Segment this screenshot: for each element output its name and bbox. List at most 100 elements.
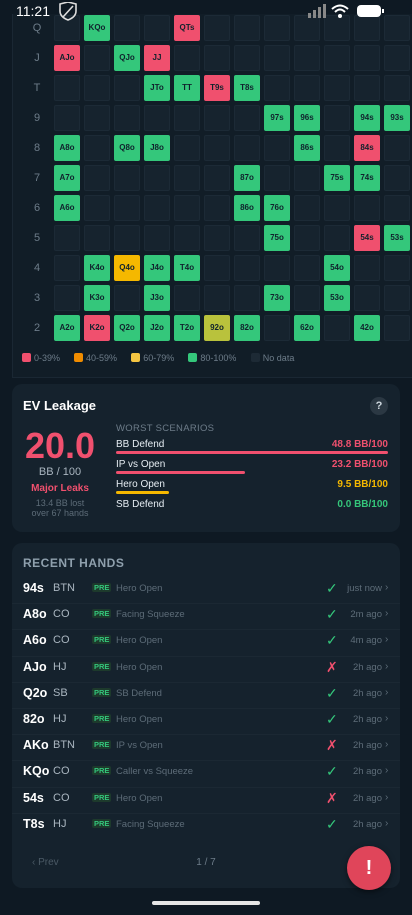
empty-cell — [174, 165, 200, 191]
hand-row[interactable] — [12, 629, 400, 654]
hand-row[interactable] — [12, 681, 400, 707]
hand-cell[interactable]: 76o — [264, 195, 290, 221]
hand-cell[interactable]: 94s — [354, 105, 380, 131]
hand-cell[interactable]: JTo — [144, 75, 170, 101]
hand-cell[interactable]: 86o — [234, 195, 260, 221]
hand-cell[interactable]: 87o — [234, 165, 260, 191]
empty-cell — [354, 15, 380, 41]
chevron: › — [385, 582, 389, 593]
empty-cell — [264, 75, 290, 101]
hand-cell[interactable]: T8s — [234, 75, 260, 101]
hand-cell[interactable]: AJo — [54, 45, 80, 71]
street-badge: PRE — [92, 766, 112, 776]
hand-cell[interactable]: 92o — [204, 315, 230, 341]
empty-cell — [174, 285, 200, 311]
hand-cell[interactable]: T9s — [204, 75, 230, 101]
hand-cell[interactable]: Q2o — [114, 315, 140, 341]
hand-cell[interactable]: A7o — [54, 165, 80, 191]
hand-cell[interactable]: 42o — [354, 315, 380, 341]
hand-cell[interactable]: A8o — [54, 135, 80, 161]
hand-cell[interactable]: 53s — [384, 225, 410, 251]
hand-cell[interactable]: JJ — [144, 45, 170, 71]
hand-cell[interactable]: A6o — [54, 195, 80, 221]
hand-cell[interactable]: Q8o — [114, 135, 140, 161]
chevron: › — [385, 817, 389, 829]
hand-row[interactable] — [12, 655, 400, 681]
scenario: Facing Squeeze — [116, 609, 185, 621]
empty-cell — [54, 255, 80, 281]
hand-cell[interactable]: T4o — [174, 255, 200, 281]
hand-cell[interactable]: K3o — [84, 285, 110, 311]
hand-cell[interactable]: J3o — [144, 285, 170, 311]
hand-cell[interactable]: 54o — [324, 255, 350, 281]
hand-cell[interactable]: A2o — [54, 315, 80, 341]
hand-cell[interactable]: K2o — [84, 315, 110, 341]
hand-row[interactable] — [12, 708, 400, 733]
hand-cell[interactable]: 75o — [264, 225, 290, 251]
empty-cell — [294, 285, 320, 311]
hand-cell[interactable]: 86s — [294, 135, 320, 161]
hand-cell[interactable]: 82o — [234, 315, 260, 341]
hand-cell[interactable]: 54s — [354, 225, 380, 251]
empty-cell — [234, 285, 260, 311]
hand-cell[interactable]: 97s — [264, 105, 290, 131]
row-label: 3 — [33, 292, 41, 304]
hand-cell[interactable]: 53o — [324, 285, 350, 311]
street-badge: PRE — [92, 714, 112, 723]
hand-cell[interactable]: TT — [174, 75, 200, 101]
hand-cell[interactable]: QJo — [114, 45, 140, 71]
legend-swatch — [74, 353, 83, 362]
scenario-value: 48.8 BB/100 — [331, 439, 388, 450]
legend-label: 80-100% — [200, 353, 237, 363]
prev[interactable]: ‹ Prev — [32, 857, 59, 868]
position: BTN — [53, 739, 75, 752]
hand-row[interactable] — [12, 812, 400, 838]
empty-cell — [114, 165, 140, 191]
legend-swatch — [131, 353, 141, 362]
empty-cell — [294, 255, 320, 281]
hand-cell[interactable]: J2o — [144, 315, 170, 341]
hand-cell[interactable]: K4o — [84, 255, 110, 281]
ev-title: EV Leakage — [23, 398, 96, 413]
empty-cell — [174, 105, 200, 131]
hand-cell[interactable]: 96s — [294, 105, 320, 131]
empty-cell — [384, 45, 410, 71]
position: CO — [53, 608, 70, 621]
hand-cell[interactable]: 73o — [264, 285, 290, 311]
hand-cell[interactable]: 75s — [324, 165, 350, 191]
help-button[interactable]: ? — [370, 397, 388, 415]
chevron: › — [385, 608, 389, 620]
hand-row[interactable] — [12, 760, 400, 785]
empty-cell — [384, 75, 410, 101]
hand-cell[interactable]: 84s — [354, 135, 380, 161]
hand-cell[interactable]: J4o — [144, 255, 170, 281]
street-badge: PRE — [92, 818, 112, 828]
hand-row[interactable] — [12, 734, 400, 759]
hand-cell[interactable]: Q4o — [114, 255, 140, 281]
scenarios-title: WORST SCENARIOS — [116, 423, 215, 434]
hand-cell[interactable]: QTs — [174, 15, 200, 41]
home-indicator — [152, 901, 260, 905]
hand-cell[interactable]: 74s — [354, 165, 380, 191]
scenario-value: 9.5 BB/100 — [337, 479, 388, 490]
hand-cell[interactable]: J8o — [144, 135, 170, 161]
hand-row[interactable] — [12, 603, 400, 628]
legend-swatch — [250, 353, 260, 362]
hand-row[interactable] — [12, 786, 400, 812]
result: ✓ — [326, 711, 338, 727]
empty-cell — [84, 195, 110, 221]
empty-cell — [384, 15, 410, 41]
scenario: SB Defend — [116, 687, 162, 699]
empty-cell — [294, 225, 320, 251]
empty-cell — [234, 255, 260, 281]
legend-label: 40-59% — [86, 353, 118, 363]
hand-cell[interactable]: 62o — [294, 315, 320, 341]
fab[interactable]: ! — [347, 846, 391, 890]
hand-cell[interactable]: T2o — [174, 315, 200, 341]
hand-cell[interactable]: KQo — [84, 15, 110, 41]
hand: A6o — [23, 633, 47, 648]
legend-label: No data — [262, 353, 295, 363]
row-label: 8 — [33, 142, 41, 154]
hand-cell[interactable]: 93s — [384, 105, 410, 131]
scenario: IP vs Open — [116, 740, 163, 752]
